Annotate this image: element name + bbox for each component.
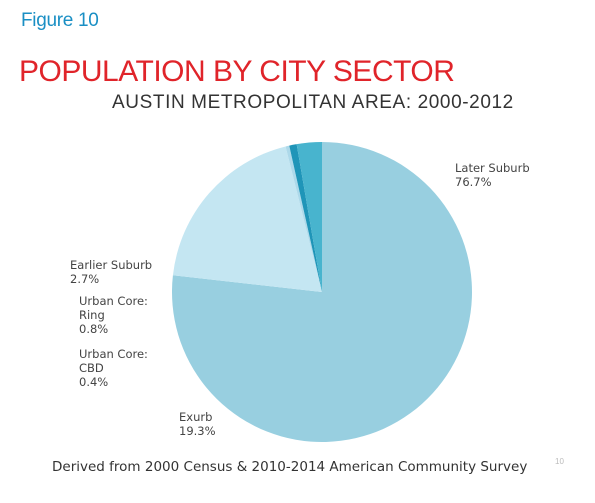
slice-label-urban-core-ring: Urban Core: Ring 0.8%: [79, 294, 148, 336]
page-number: 10: [555, 457, 564, 466]
slice-label-exurb: Exurb 19.3%: [179, 410, 216, 438]
figure-label: Figure 10: [21, 10, 99, 31]
pie-slice-urban-core-cbd: [285, 145, 322, 292]
pie-slice-earlier-suburb: [296, 142, 322, 292]
chart-title: POPULATION BY CITY SECTOR: [19, 55, 455, 88]
slice-label-later-suburb: Later Suburb 76.7%: [455, 161, 530, 189]
slice-label-earlier-suburb: Earlier Suburb 2.7%: [70, 258, 152, 286]
pie-slice-later-suburb: [171, 142, 472, 442]
pie-slice-urban-core-ring: [289, 144, 322, 292]
chart-subtitle: AUSTIN METROPOLITAN AREA: 2000-2012: [112, 92, 514, 113]
source-note: Derived from 2000 Census & 2010-2014 Ame…: [52, 459, 528, 475]
slice-label-urban-core-cbd: Urban Core: CBD 0.4%: [79, 347, 148, 389]
pie-slice-exurb: [172, 146, 322, 292]
